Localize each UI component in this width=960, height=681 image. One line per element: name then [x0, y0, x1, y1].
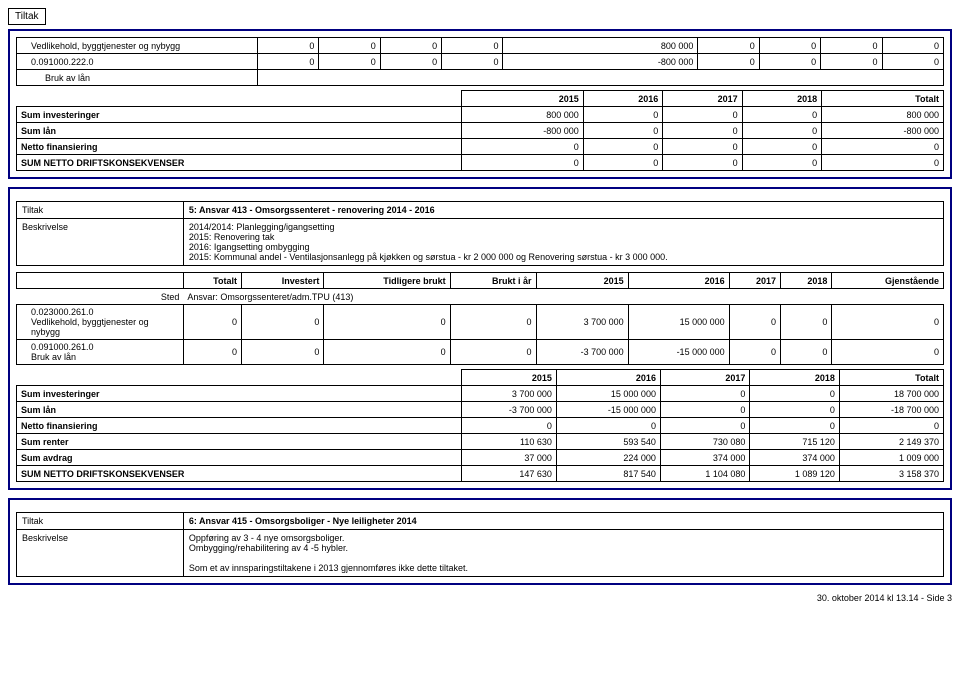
summary-row: Sum investeringer3 700 00015 000 0000018…: [17, 386, 944, 402]
section1-items-table: Vedlikehold, byggtjenester og nybygg 0 0…: [16, 37, 944, 86]
sted-row: Sted Ansvar: Omsorgssenteret/adm.TPU (41…: [17, 289, 944, 305]
page-footer: 30. oktober 2014 kl 13.14 - Side 3: [8, 593, 952, 603]
beskrivelse-value: 2014/2014: Planlegging/igangsetting 2015…: [183, 219, 943, 266]
summary-row: Sum investeringer 800 000 0 0 0 800 000: [17, 107, 944, 123]
summary-row: Netto finansiering00000: [17, 418, 944, 434]
beskrivelse-label: Beskrivelse: [17, 219, 184, 266]
item-row: 0.091000.261.0 Bruk av lån 0 0 0 0 -3 70…: [17, 340, 944, 365]
section1-summary-table: 2015 2016 2017 2018 Totalt Sum investeri…: [16, 90, 944, 171]
beskrivelse-label: Beskrivelse: [17, 530, 184, 577]
tiltak-label: Tiltak: [17, 513, 184, 530]
item-row: Bruk av lån: [17, 70, 944, 86]
section2-items-table: Totalt Investert Tidligere brukt Brukt i…: [16, 272, 944, 365]
item-row: 0.091000.222.0 0 0 0 0 -800 000 0 0 0 0: [17, 54, 944, 70]
year-header-row: 2015 2016 2017 2018 Totalt: [17, 91, 944, 107]
item-row: 0.023000.261.0 Vedlikehold, byggtjeneste…: [17, 305, 944, 340]
summary-row: Sum renter110 630593 540730 080715 1202 …: [17, 434, 944, 450]
beskrivelse-value: Oppføring av 3 - 4 nye omsorgsboliger. O…: [183, 530, 943, 577]
tiltak-value: 5: Ansvar 413 - Omsorgssenteret - renove…: [183, 202, 943, 219]
summary-row: Netto finansiering 0 0 0 0 0: [17, 139, 944, 155]
section-2: Tiltak 5: Ansvar 413 - Omsorgssenteret -…: [8, 187, 952, 490]
section2-desc-table: Tiltak 5: Ansvar 413 - Omsorgssenteret -…: [16, 201, 944, 266]
columns-header: Totalt Investert Tidligere brukt Brukt i…: [17, 273, 944, 289]
section-3: Tiltak 6: Ansvar 415 - Omsorgsboliger - …: [8, 498, 952, 585]
summary-row: Sum avdrag37 000224 000374 000374 0001 0…: [17, 450, 944, 466]
summary-row: Sum lån -800 000 0 0 0 -800 000: [17, 123, 944, 139]
year-header-row: 2015 2016 2017 2018 Totalt: [17, 370, 944, 386]
section2-summary-table: 2015 2016 2017 2018 Totalt Sum investeri…: [16, 369, 944, 482]
tiltak-value: 6: Ansvar 415 - Omsorgsboliger - Nye lei…: [183, 513, 943, 530]
item-row: Vedlikehold, byggtjenester og nybygg 0 0…: [17, 38, 944, 54]
section3-desc-table: Tiltak 6: Ansvar 415 - Omsorgsboliger - …: [16, 512, 944, 577]
page-title: Tiltak: [8, 8, 46, 25]
summary-row: SUM NETTO DRIFTSKONSEKVENSER147 630817 5…: [17, 466, 944, 482]
section-1: Vedlikehold, byggtjenester og nybygg 0 0…: [8, 29, 952, 179]
summary-row: SUM NETTO DRIFTSKONSEKVENSER 0 0 0 0 0: [17, 155, 944, 171]
tiltak-label: Tiltak: [17, 202, 184, 219]
summary-row: Sum lån-3 700 000-15 000 00000-18 700 00…: [17, 402, 944, 418]
